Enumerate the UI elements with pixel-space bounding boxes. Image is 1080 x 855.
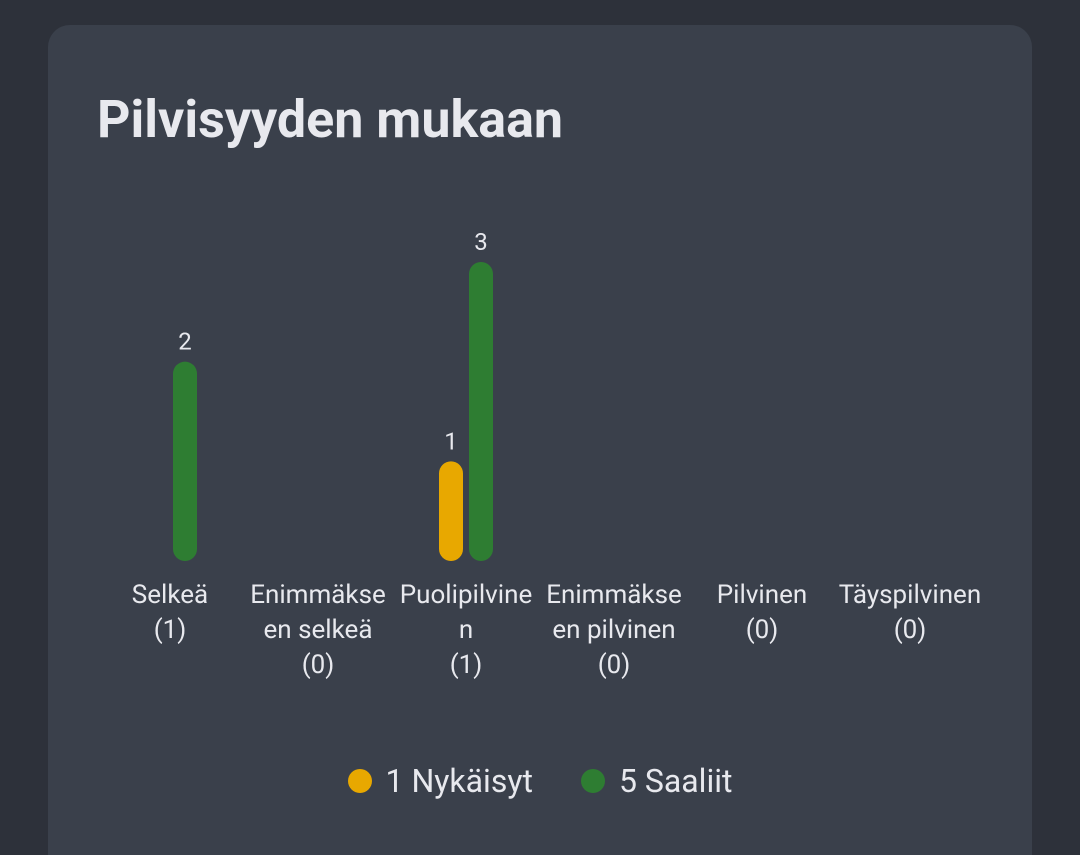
legend-item: 1 Nykäisyt bbox=[347, 762, 533, 800]
chart-title: Pilvisyyden mukaan bbox=[97, 89, 563, 150]
card bbox=[48, 25, 1032, 855]
category-count: (1) bbox=[449, 650, 483, 680]
category-count: (0) bbox=[893, 615, 927, 645]
category-count: (0) bbox=[301, 650, 335, 680]
category-count: (0) bbox=[745, 615, 779, 645]
value-label: 1 bbox=[444, 427, 458, 455]
value-label: 2 bbox=[178, 328, 192, 356]
category-label: Täyspilvinen (0) bbox=[838, 578, 982, 648]
value-label: 3 bbox=[474, 228, 488, 256]
category-name: Enimmäkseen selkeä bbox=[250, 580, 386, 645]
legend-marker bbox=[347, 769, 372, 793]
bar bbox=[469, 262, 493, 561]
category-name: Täyspilvinen bbox=[838, 580, 982, 610]
category-label: Puolipilvinen (1) bbox=[394, 578, 538, 683]
category-count: (1) bbox=[153, 615, 187, 645]
legend: 1 Nykäisyt 5 Saaliit bbox=[0, 762, 1080, 800]
legend-marker bbox=[580, 769, 605, 793]
bar bbox=[173, 361, 197, 561]
category-label: Selkeä (1) bbox=[98, 578, 242, 648]
category-name: Selkeä bbox=[131, 580, 209, 610]
category-name: Pilvinen bbox=[716, 580, 808, 610]
bar bbox=[439, 461, 463, 561]
legend-item: 5 Saaliit bbox=[580, 762, 733, 800]
category-count: (0) bbox=[597, 650, 631, 680]
legend-label: 5 Saaliit bbox=[618, 762, 733, 800]
category-label: Pilvinen (0) bbox=[690, 578, 834, 648]
category-label: Enimmäkseen pilvinen (0) bbox=[542, 578, 686, 683]
category-name: Puolipilvinen bbox=[399, 580, 533, 645]
category-label: Enimmäkseen selkeä (0) bbox=[246, 578, 390, 683]
category-name: Enimmäkseen pilvinen bbox=[546, 580, 682, 645]
legend-label: 1 Nykäisyt bbox=[385, 762, 533, 800]
